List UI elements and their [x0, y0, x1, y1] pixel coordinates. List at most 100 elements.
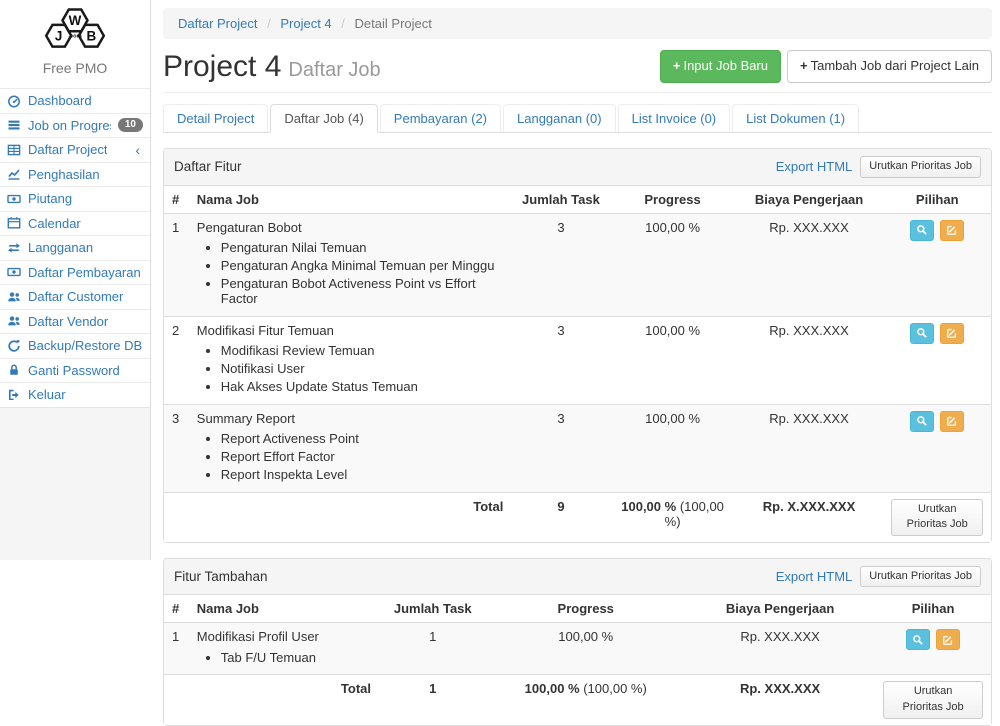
tab-daftar-job[interactable]: Daftar Job (4)	[270, 104, 378, 133]
sidebar-item-calendar[interactable]: Calendar	[0, 210, 150, 236]
subtask: Pengaturan Nilai Temuan	[221, 239, 504, 257]
biaya-value: Rp. XXX.XXX	[734, 403, 884, 493]
sidebar-item-daftar-pembayaran[interactable]: Daftar Pembayaran	[0, 259, 150, 285]
total-biaya: Rp. X.XXX.XXX	[734, 491, 884, 542]
panel-title: Daftar Fitur	[174, 159, 242, 175]
export-html-link[interactable]: Export HTML	[775, 159, 853, 175]
edit-job-button[interactable]	[935, 629, 960, 651]
sidebar-item-ganti-password[interactable]: Ganti Password	[0, 357, 150, 383]
panel-heading: Daftar Fitur Export HTML Urutkan Priorit…	[164, 149, 991, 186]
job-name: Modifikasi Fitur Temuan	[196, 322, 334, 338]
view-job-button[interactable]	[910, 219, 935, 241]
project-tabs: Detail Project Daftar Job (4) Pembayaran…	[163, 104, 992, 133]
jwb-logo-icon: J W B .com	[44, 8, 106, 48]
sidebar-item-daftar-customer[interactable]: Daftar Customer	[0, 284, 150, 309]
jumlah-task-value: 1	[379, 622, 487, 675]
users-icon	[7, 290, 21, 304]
search-icon	[916, 327, 928, 339]
edit-job-button[interactable]	[940, 410, 965, 432]
subtask-list: Modifikasi Review Temuan Notifikasi User…	[197, 342, 504, 396]
table-header-row: # Nama Job Jumlah Task Progress Biaya Pe…	[164, 185, 991, 214]
job-name: Modifikasi Profil User	[196, 629, 319, 645]
tab-detail-project[interactable]: Detail Project	[163, 104, 269, 132]
total-row: Total 9 100,00 % (100,00 %) Rp. X.XXX.XX…	[164, 491, 991, 542]
biaya-value: Rp. XXX.XXX	[734, 315, 884, 405]
urutkan-prioritas-job-button[interactable]: Urutkan Prioritas Job	[860, 565, 981, 588]
sidebar-item-label: Daftar Project	[28, 142, 108, 158]
sidebar-item-keluar[interactable]: Keluar	[0, 382, 150, 407]
table-row: 1 Modifikasi Profil User Tab F/U Temuan …	[164, 622, 991, 675]
input-job-baru-button[interactable]: + Input Job Baru	[659, 50, 782, 83]
calendar-icon	[7, 216, 21, 230]
line-chart-icon	[7, 167, 21, 181]
svg-text:W: W	[69, 13, 82, 28]
edit-job-button[interactable]	[940, 322, 965, 344]
tab-list-dokumen[interactable]: List Dokumen (1)	[732, 104, 860, 132]
lock-icon	[7, 363, 21, 377]
edit-job-button[interactable]	[940, 219, 965, 241]
page-title: Project 4 Daftar Job	[163, 50, 381, 83]
total-progress: 100,00 % (100,00 %)	[486, 674, 685, 725]
sidebar-item-label: Piutang	[28, 191, 73, 207]
export-html-link[interactable]: Export HTML	[775, 569, 853, 585]
fitur-tambahan-table: # Nama Job Jumlah Task Progress Biaya Pe…	[164, 595, 991, 725]
col-num: #	[164, 185, 189, 214]
subtask: Notifikasi User	[221, 360, 504, 378]
daftar-fitur-table: # Nama Job Jumlah Task Progress Biaya Pe…	[164, 185, 991, 542]
project-title: Project 4	[163, 50, 282, 83]
app-name: Free PMO	[42, 60, 108, 76]
breadcrumb-separator: /	[341, 16, 345, 31]
sidebar-item-label: Daftar Pembayaran	[28, 264, 141, 280]
search-icon	[916, 224, 928, 236]
tab-list-invoice[interactable]: List Invoice (0)	[617, 104, 731, 132]
progress-value: 100,00 %	[610, 212, 735, 317]
chevron-left-icon: ‹	[135, 141, 140, 158]
urutkan-prioritas-job-button[interactable]: Urutkan Prioritas Job	[860, 156, 981, 178]
breadcrumb-link-daftar-project[interactable]: Daftar Project	[178, 16, 258, 31]
sidebar-item-label: Ganti Password	[28, 362, 120, 378]
sidebar-item-penghasilan[interactable]: Penghasilan	[0, 161, 150, 187]
money-icon	[7, 265, 21, 279]
sidebar-nav: Dashboard Job on Progress 10 Daftar Proj…	[0, 88, 150, 408]
edit-icon	[946, 327, 958, 339]
col-pilihan: Pilihan	[875, 595, 991, 624]
users-icon	[7, 314, 21, 328]
sidebar-item-label: Daftar Vendor	[28, 313, 109, 329]
subtask: Report Effort Factor	[221, 448, 504, 466]
urutkan-prioritas-job-button[interactable]: Urutkan Prioritas Job	[883, 681, 983, 719]
view-job-button[interactable]	[906, 629, 931, 651]
sidebar-item-piutang[interactable]: Piutang	[0, 186, 150, 211]
sidebar-item-label: Calendar	[28, 215, 81, 231]
svg-text:B: B	[86, 29, 96, 44]
total-progress: 100,00 % (100,00 %)	[610, 491, 735, 542]
sidebar-item-backup-restore-db[interactable]: Backup/Restore DB	[0, 333, 150, 358]
sidebar-item-langganan[interactable]: Langganan	[0, 235, 150, 260]
breadcrumb-current: Detail Project	[354, 16, 432, 31]
row-number: 1	[164, 622, 189, 675]
tab-langganan[interactable]: Langganan (0)	[503, 104, 616, 132]
col-biaya: Biaya Pengerjaan	[684, 595, 876, 624]
biaya-value: Rp. XXX.XXX	[684, 622, 876, 675]
edit-icon	[946, 224, 958, 236]
sidebar-item-daftar-project[interactable]: Daftar Project ‹	[0, 137, 150, 162]
sidebar-item-job-on-progress[interactable]: Job on Progress 10	[0, 112, 150, 138]
urutkan-prioritas-job-button[interactable]: Urutkan Prioritas Job	[891, 498, 983, 536]
row-number: 1	[164, 212, 189, 317]
list-icon	[7, 118, 21, 132]
panel-fitur-tambahan: Fitur Tambahan Export HTML Urutkan Prior…	[163, 557, 992, 726]
view-job-button[interactable]	[910, 322, 935, 344]
dashboard-icon	[7, 94, 21, 108]
sidebar-item-dashboard[interactable]: Dashboard	[0, 88, 150, 113]
main-content: Daftar Project / Project 4 / Detail Proj…	[151, 0, 1000, 726]
total-tasks: 9	[511, 491, 611, 542]
tambah-job-dari-project-lain-button[interactable]: + Tambah Job dari Project Lain	[787, 50, 992, 83]
view-job-button[interactable]	[910, 410, 935, 432]
breadcrumb-link-project-4[interactable]: Project 4	[280, 16, 332, 31]
subtask: Tab F/U Temuan	[221, 648, 371, 666]
tab-pembayaran[interactable]: Pembayaran (2)	[379, 104, 502, 132]
subtask: Report Inspekta Level	[221, 466, 504, 484]
sidebar-item-label: Dashboard	[28, 93, 92, 109]
edit-icon	[942, 634, 954, 646]
app-logo[interactable]: J W B .com Free PMO	[0, 0, 150, 88]
sidebar-item-daftar-vendor[interactable]: Daftar Vendor	[0, 308, 150, 334]
